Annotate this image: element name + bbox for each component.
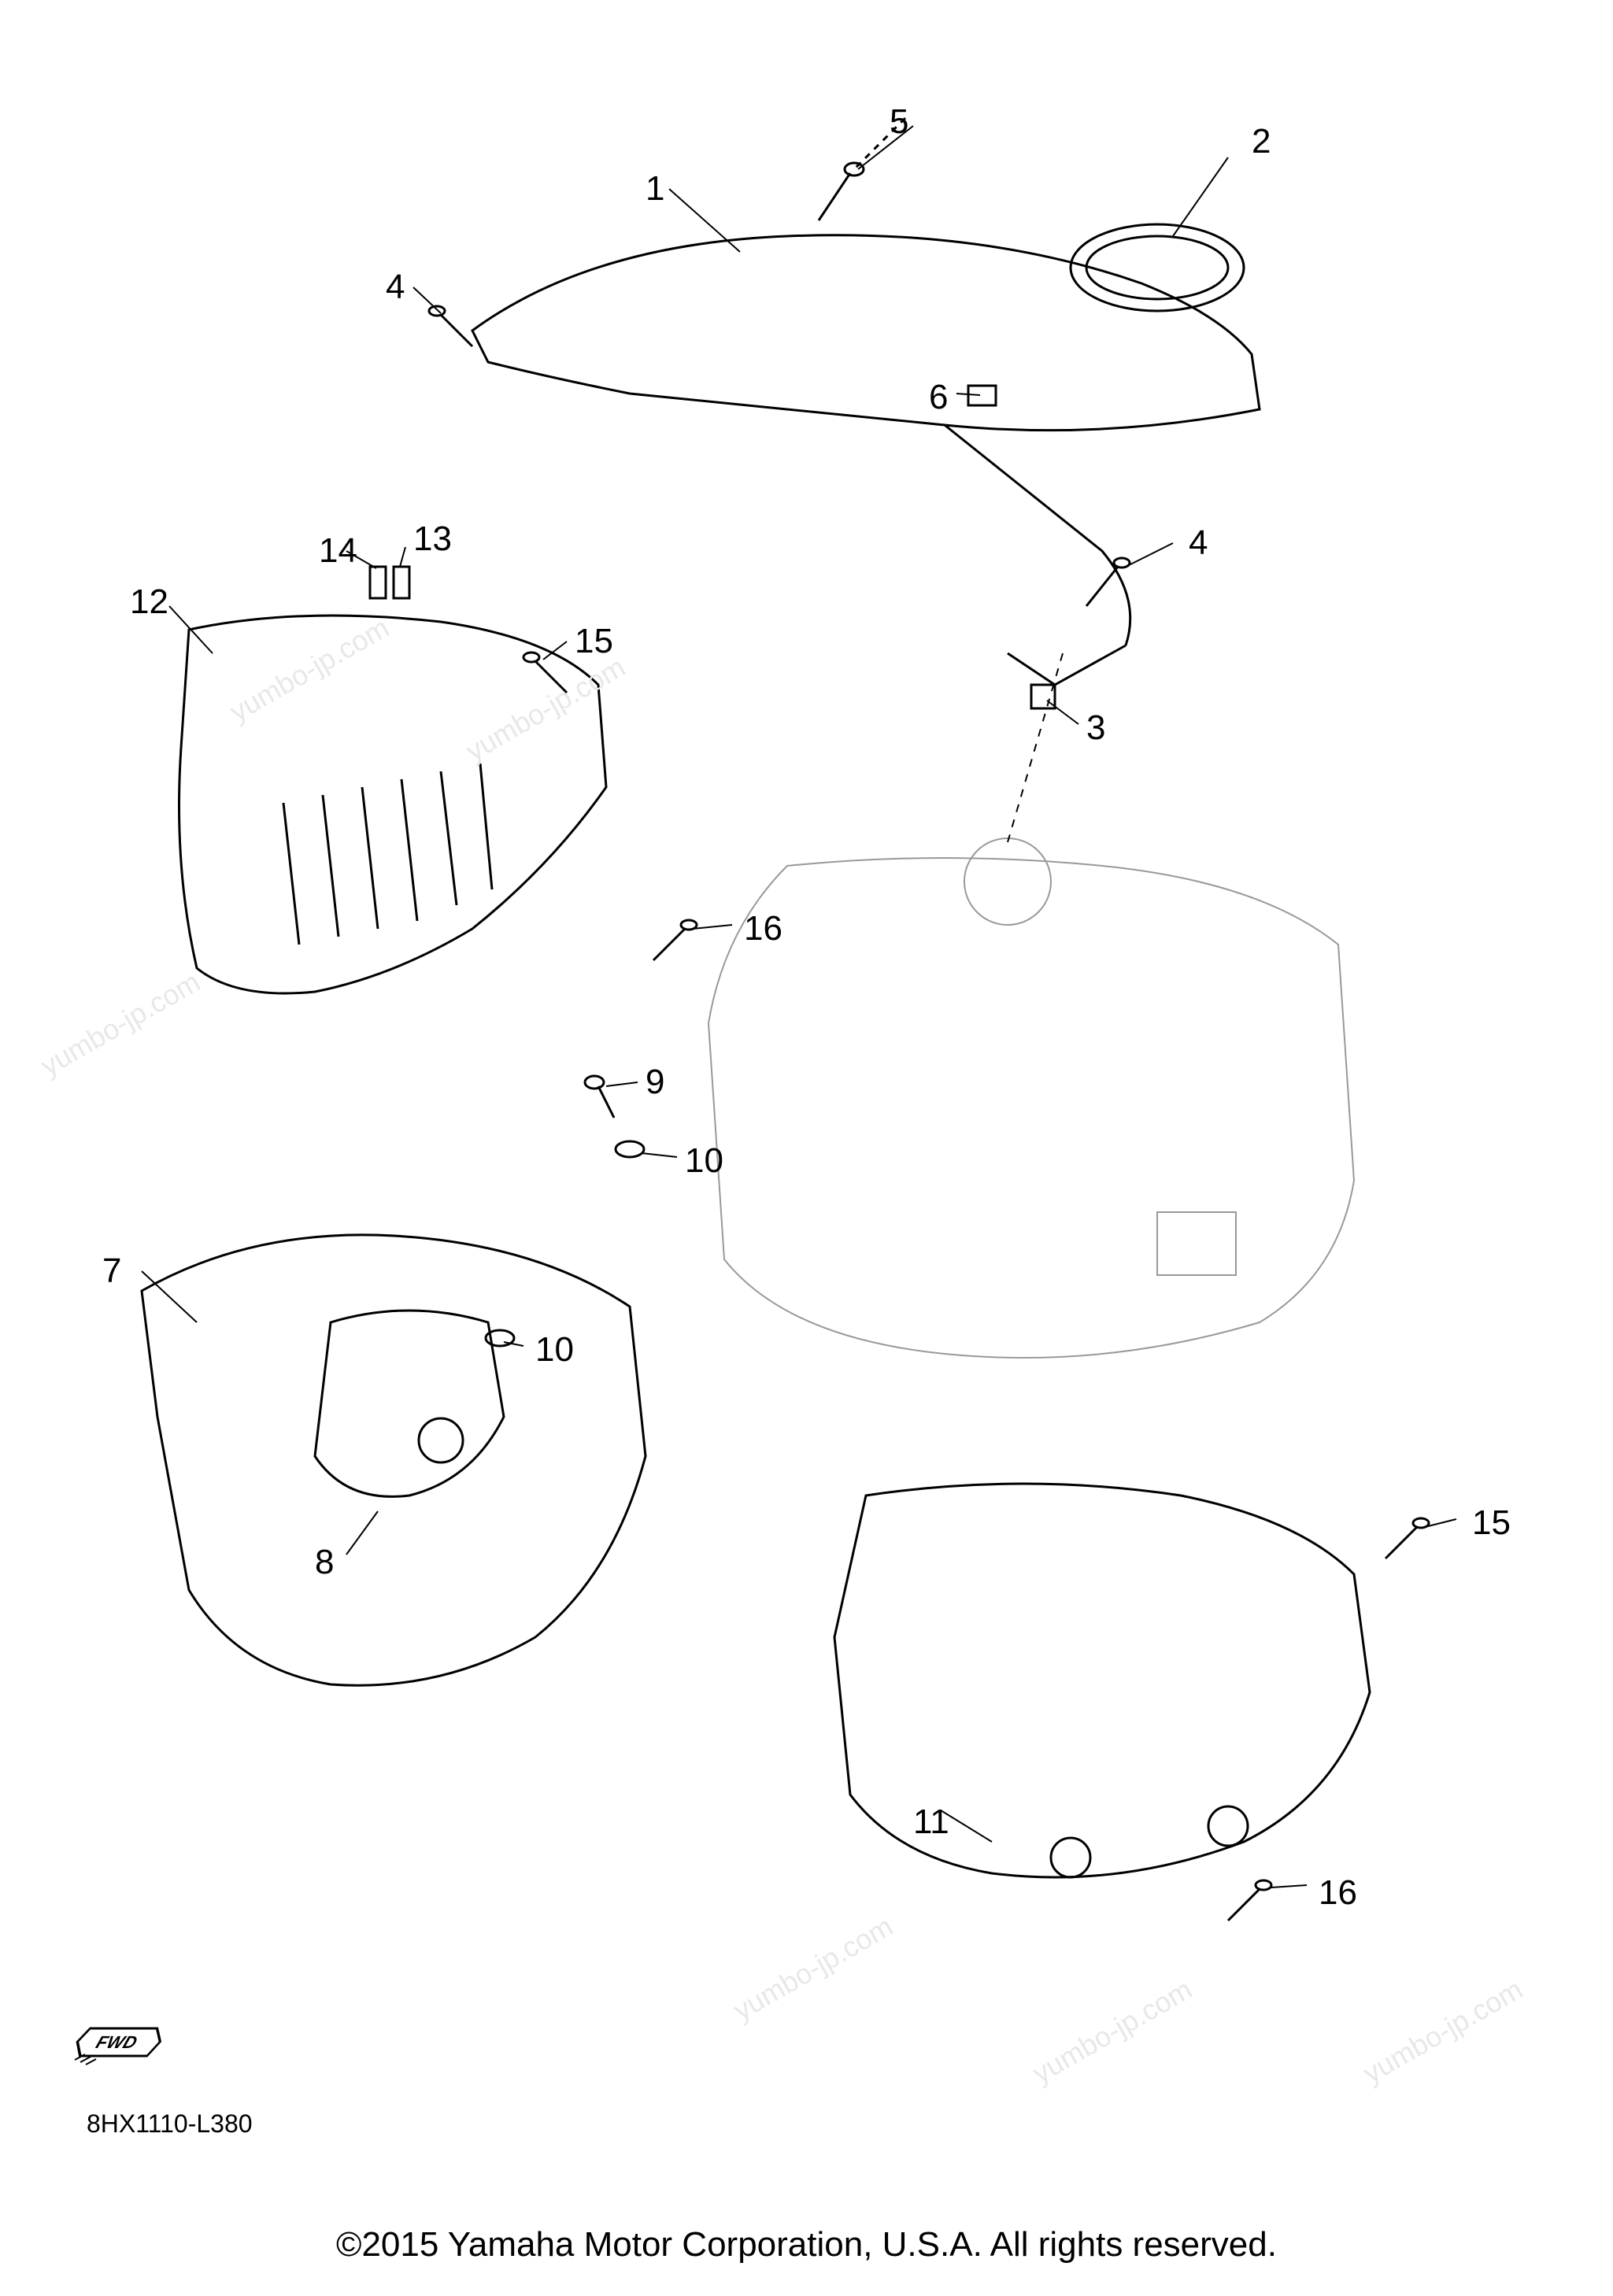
callout-15b: 15 <box>1472 1503 1511 1543</box>
callout-4a: 4 <box>386 268 405 307</box>
exploded-diagram <box>0 0 1613 2202</box>
callout-12: 12 <box>130 582 168 622</box>
callout-16a: 16 <box>744 909 782 948</box>
callout-15a: 15 <box>575 622 613 661</box>
callout-11: 11 <box>913 1802 949 1842</box>
callout-10b: 10 <box>535 1330 574 1370</box>
copyright-notice: ©2015 Yamaha Motor Corporation, U.S.A. A… <box>0 2225 1613 2265</box>
callout-10a: 10 <box>685 1141 723 1181</box>
fwd-direction-icon: FWD <box>71 2017 173 2068</box>
callout-1: 1 <box>646 169 664 209</box>
callout-5: 5 <box>890 102 908 142</box>
callout-13: 13 <box>413 519 452 559</box>
callout-6: 6 <box>929 378 948 417</box>
callout-9: 9 <box>646 1063 664 1102</box>
callout-16b: 16 <box>1319 1873 1357 1913</box>
callout-3: 3 <box>1086 708 1105 748</box>
callout-2: 2 <box>1252 122 1271 161</box>
svg-text:FWD: FWD <box>94 2032 140 2052</box>
callout-4b: 4 <box>1189 523 1208 563</box>
callout-8: 8 <box>315 1543 334 1582</box>
parts-illustration <box>0 0 1613 2202</box>
callout-7: 7 <box>102 1252 121 1291</box>
callout-14: 14 <box>319 531 357 571</box>
diagram-part-code: 8HX1110-L380 <box>87 2109 253 2139</box>
diagram-container: 1 2 3 4 4 5 6 7 8 9 10 10 11 12 13 14 15… <box>0 0 1613 2296</box>
